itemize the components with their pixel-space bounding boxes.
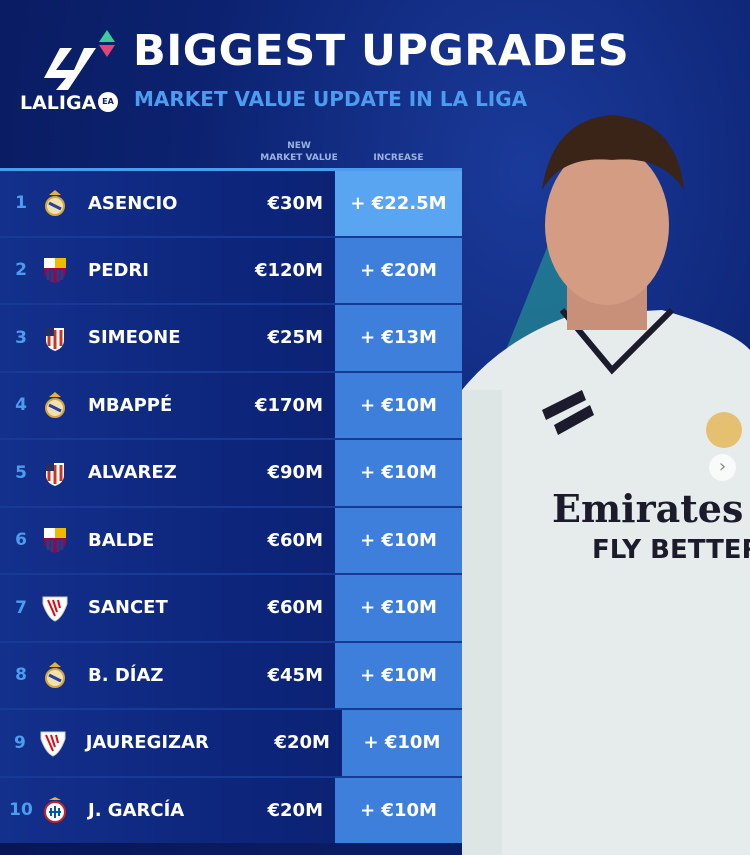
new-market-value: €25M <box>267 327 324 349</box>
club-crest-icon <box>42 526 68 554</box>
club-crest-icon <box>42 324 68 352</box>
player-name: B. DÍAZ <box>88 664 164 686</box>
player-name: ASENCIO <box>88 192 178 214</box>
table-row: 8 B. DÍAZ €45M + €10M <box>0 640 462 708</box>
value-increase: + €10M <box>341 710 462 776</box>
laliga-logo <box>44 30 115 90</box>
new-market-value: €45M <box>267 664 324 686</box>
table-row: 5 ALVAREZ €90M + €10M <box>0 438 462 506</box>
rank: 10 <box>9 800 33 821</box>
club-crest-icon <box>42 796 68 824</box>
new-market-value: €20M <box>267 799 324 821</box>
rank: 6 <box>15 530 27 551</box>
club-crest-icon <box>40 729 66 757</box>
player-name: JAUREGIZAR <box>85 732 209 754</box>
rank: 4 <box>15 395 27 416</box>
page-subtitle: MARKET VALUE UPDATE IN LA LIGA <box>134 87 528 111</box>
table-row: 2 PEDRI €120M + €20M <box>0 235 462 303</box>
value-increase: + €10M <box>335 777 462 843</box>
value-increase: + €22.5M <box>335 171 462 236</box>
new-market-value: €120M <box>254 259 323 281</box>
value-increase: + €10M <box>335 642 462 708</box>
rank: 1 <box>15 193 27 214</box>
player-name: SANCET <box>88 597 168 619</box>
ranking-table: 1 ASENCIO €30M + €22.5M 2 PEDRI €120M + … <box>0 168 462 843</box>
value-increase: + €20M <box>335 237 462 303</box>
table-row: 4 MBAPPÉ €170M + €10M <box>0 370 462 438</box>
rank: 5 <box>15 462 27 483</box>
brand-name: LALIGA <box>20 92 97 114</box>
value-increase: + €10M <box>335 440 462 506</box>
player-name: J. GARCÍA <box>88 799 185 821</box>
club-crest-icon <box>42 594 68 622</box>
new-market-value: €90M <box>267 462 324 484</box>
new-market-value: €170M <box>254 394 323 416</box>
player-name: PEDRI <box>88 259 149 281</box>
carousel-next-button[interactable]: › <box>709 454 736 481</box>
table-row: 6 BALDE €60M + €10M <box>0 505 462 573</box>
player-name: BALDE <box>88 529 155 551</box>
new-market-value: €60M <box>267 529 324 551</box>
value-increase: + €10M <box>335 575 462 641</box>
page-title: BIGGEST UPGRADES <box>133 26 630 76</box>
player-photo: Emirates FLY BETTER <box>462 115 750 855</box>
new-market-value: €60M <box>267 597 324 619</box>
table-row: 1 ASENCIO €30M + €22.5M <box>0 168 462 236</box>
player-name: SIMEONE <box>88 327 181 349</box>
column-header-increase: INCREASE <box>373 153 424 163</box>
value-increase: + €10M <box>335 372 462 438</box>
rank: 3 <box>15 327 27 348</box>
club-crest-icon <box>42 189 68 217</box>
rank: 8 <box>15 665 27 686</box>
slogan-text: FLY BETTER <box>592 535 750 565</box>
club-crest-icon <box>42 459 68 487</box>
club-crest-icon <box>42 256 68 284</box>
value-increase: + €10M <box>335 507 462 573</box>
sponsor-text: Emirates <box>552 486 743 531</box>
new-market-value: €20M <box>274 732 330 754</box>
player-name: MBAPPÉ <box>88 394 173 416</box>
table-row: 3 SIMEONE €25M + €13M <box>0 303 462 371</box>
column-header-new-value: NEW MARKET VALUE <box>260 141 338 163</box>
value-increase: + €13M <box>335 305 462 371</box>
table-row: 7 SANCET €60M + €10M <box>0 573 462 641</box>
club-crest-icon <box>42 391 68 419</box>
ea-badge: EA <box>98 92 118 112</box>
table-row: 10 J. GARCÍA €20M + €10M <box>0 775 462 843</box>
rank: 2 <box>15 260 27 281</box>
player-name: ALVAREZ <box>88 462 177 484</box>
rank: 7 <box>15 597 27 618</box>
club-crest-icon <box>42 661 68 689</box>
rank: 9 <box>13 732 26 753</box>
table-row: 9 JAUREGIZAR €20M + €10M <box>0 708 462 776</box>
new-market-value: €30M <box>267 192 324 214</box>
